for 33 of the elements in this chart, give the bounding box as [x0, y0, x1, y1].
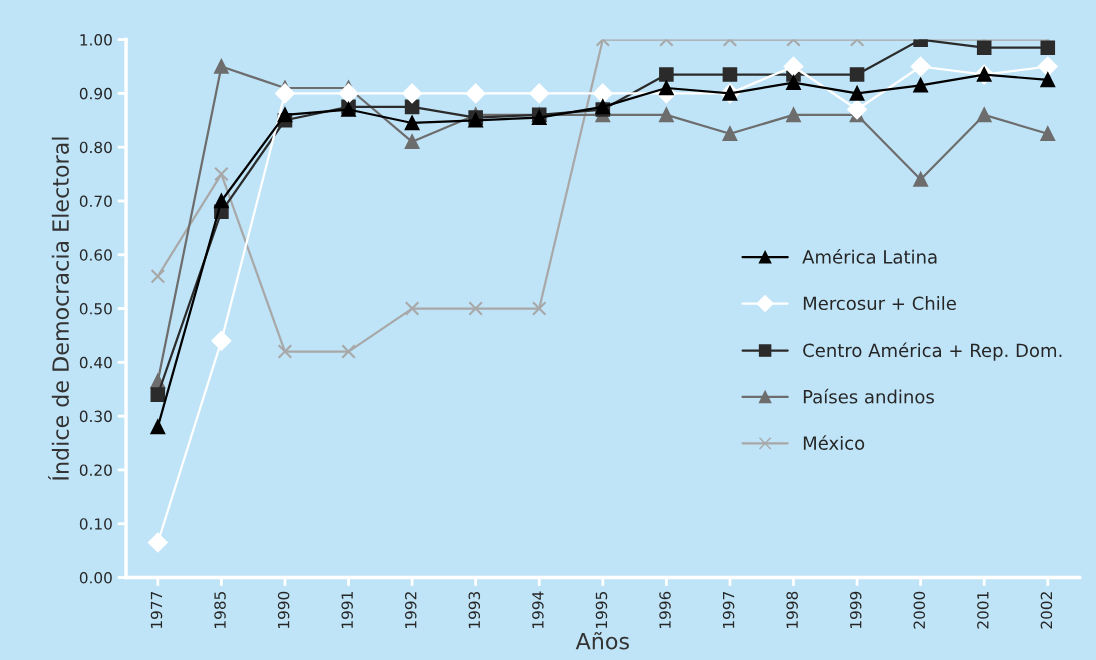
- x-tick-label: 1977: [150, 592, 163, 628]
- x-tick-label: 2001: [977, 592, 989, 629]
- y-tick-label: 0.30: [79, 410, 112, 423]
- x-tick-label: 1997: [722, 592, 735, 628]
- y-axis-title: Índice de Democracia Electoral: [48, 137, 69, 480]
- legend-label: América Latina: [802, 249, 937, 264]
- x-tick-label: 2002: [1040, 592, 1053, 629]
- x-tick-label: 1994: [532, 591, 544, 628]
- legend-label: Mercosur + Chile: [803, 296, 956, 311]
- x-tick-label: 1995: [595, 592, 608, 628]
- x-tick-label: 1985: [214, 592, 226, 628]
- y-tick-label: 0.60: [79, 249, 112, 261]
- x-tick-label: 2000: [913, 591, 926, 629]
- x-tick-label: 1991: [341, 592, 353, 628]
- x-tick-label: 1996: [659, 591, 671, 628]
- legend-label: Centro América + Rep. Dom.: [803, 342, 1062, 361]
- y-tick-label: 0.40: [79, 356, 112, 369]
- y-tick-label: 0.70: [79, 195, 112, 207]
- legend-label: Países andinos: [803, 388, 934, 404]
- x-axis-title: Años: [575, 631, 629, 650]
- x-tick-label: 1999: [849, 591, 862, 628]
- legend-label: México: [803, 435, 865, 450]
- y-tick-label: 0.20: [79, 464, 112, 476]
- y-tick-label: 0.00: [79, 571, 112, 584]
- y-tick-label: 0.90: [79, 87, 112, 100]
- x-tick-label: 1998: [786, 591, 798, 628]
- x-tick-label: 1993: [468, 591, 481, 628]
- x-tick-label: 1990: [277, 591, 290, 628]
- y-tick-label: 0.10: [79, 518, 112, 530]
- y-tick-label: 0.80: [79, 141, 112, 154]
- x-tick-label: 1992: [404, 592, 417, 628]
- y-tick-label: 1.00: [80, 34, 112, 46]
- y-tick-label: 0.50: [79, 303, 112, 315]
